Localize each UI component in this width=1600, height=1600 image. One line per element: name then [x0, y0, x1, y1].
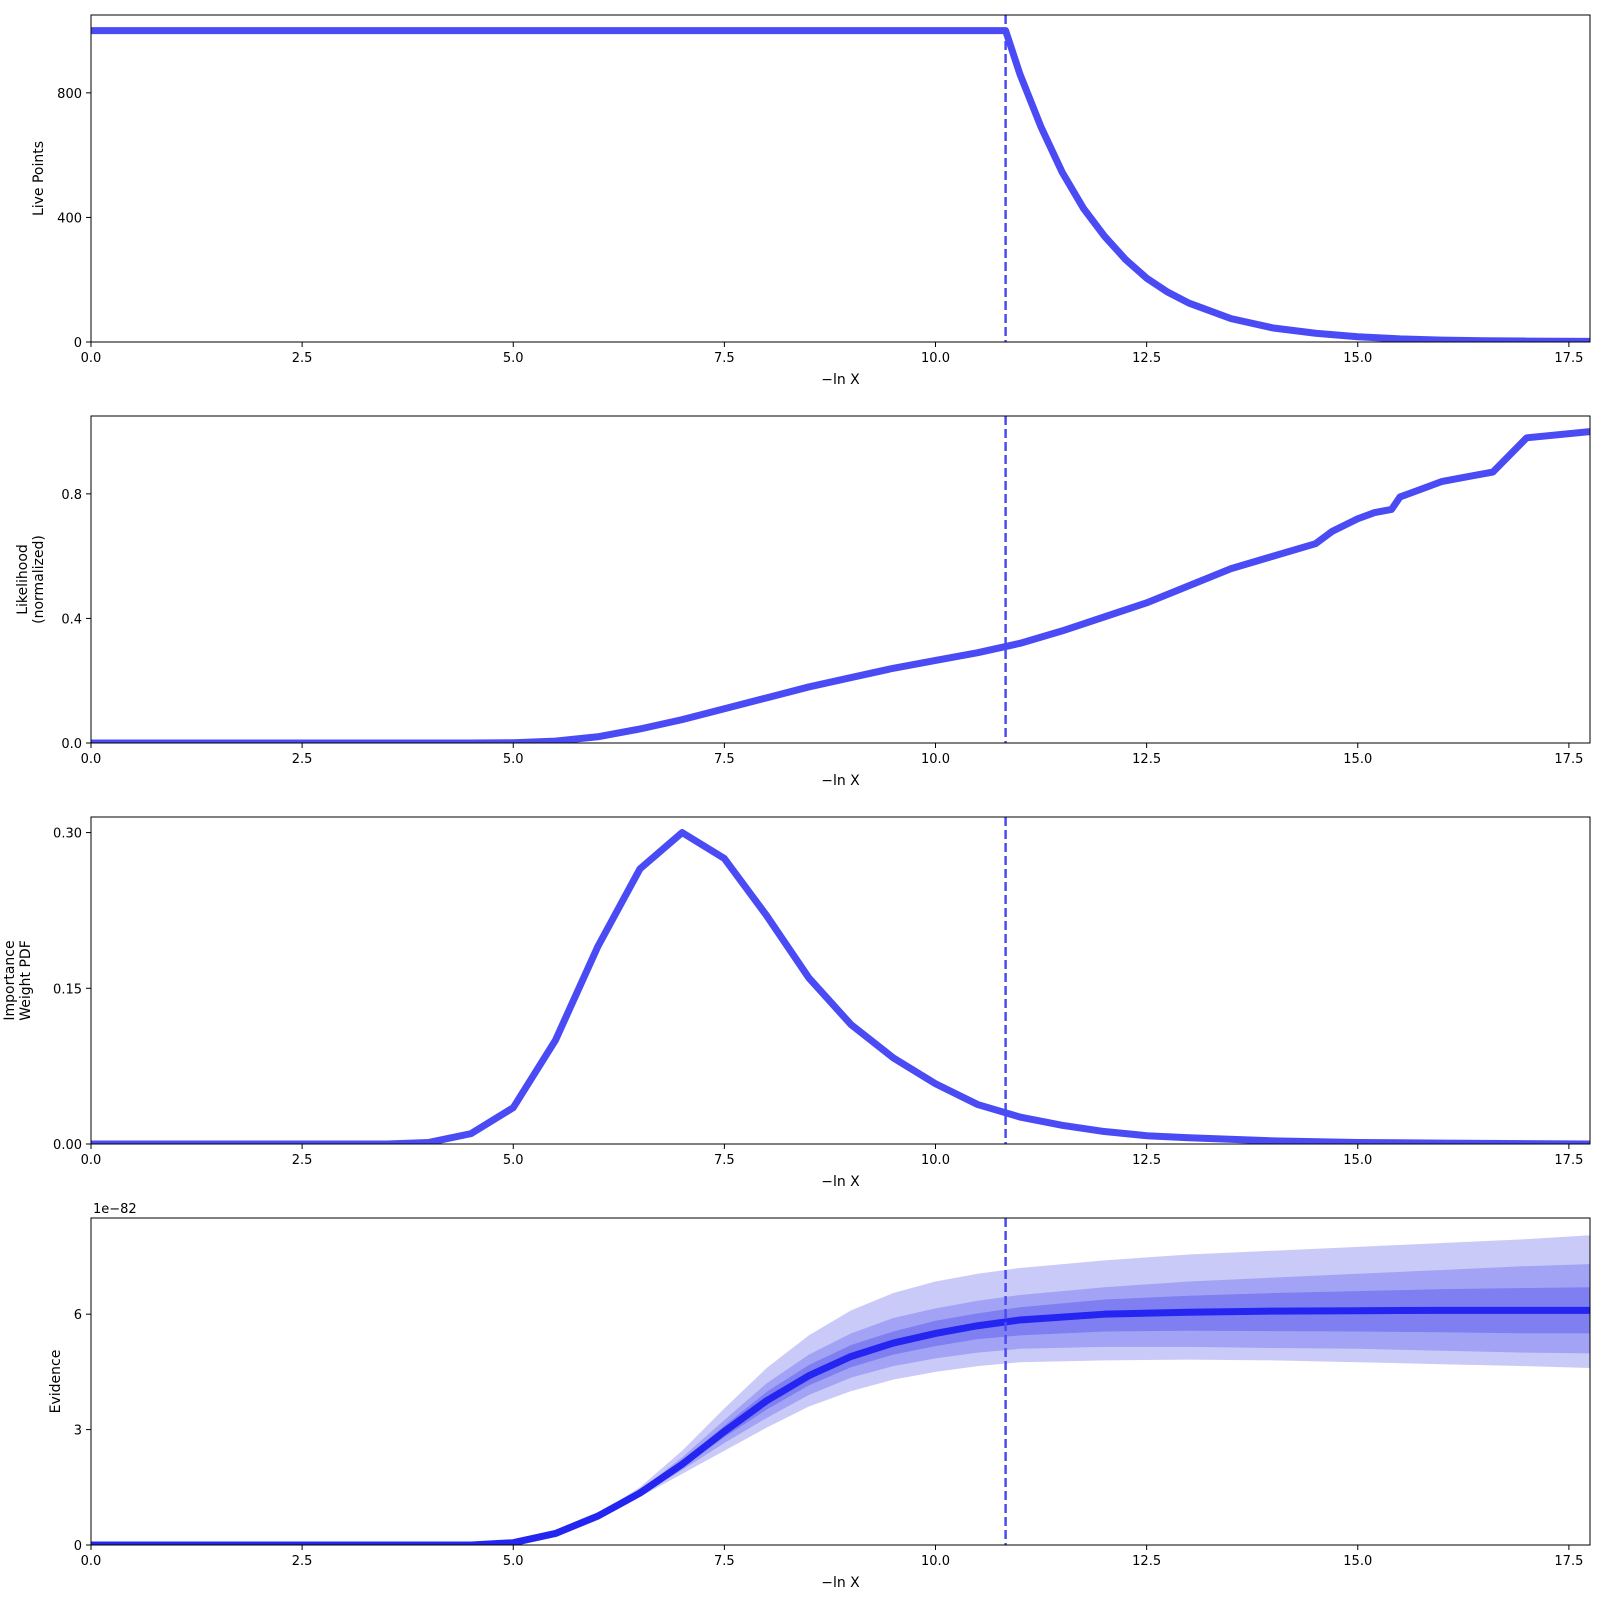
y-tick-label: 0.4 [61, 612, 82, 627]
x-axis-label: −ln X [821, 1174, 860, 1190]
plot-area [91, 1218, 1590, 1545]
uncertainty-band-2sigma [91, 1264, 1590, 1545]
evidence-median-line [91, 1306, 1590, 1545]
panel-2: 0.0 2.5 5.0 7.5 10.0 12.5 15.0 17.5 0.0 0.4 0.8 −ln… [15, 415, 1591, 789]
y-tick-label: 0.0 [61, 737, 82, 752]
axes-frame [90, 14, 1591, 343]
x-tick-label: 2.5 [292, 1554, 313, 1569]
x-axis-label: −ln X [821, 1575, 860, 1591]
y-tick-label: 0.30 [53, 827, 82, 842]
y-offset-label: 1e−82 [93, 1202, 137, 1217]
axes-frame [90, 415, 1591, 744]
x-tick-label: 7.5 [714, 1153, 735, 1168]
x-tick-label: 2.5 [292, 752, 313, 767]
y-tick-label: 6 [74, 1308, 82, 1323]
x-tick-label: 12.5 [1132, 1554, 1161, 1569]
x-tick-label: 5.0 [503, 1554, 524, 1569]
y-tick-label: 3 [74, 1424, 82, 1439]
y-tick-label: 400 [57, 211, 82, 226]
y-axis-label: Likelihood(normalized) [15, 535, 47, 624]
x-tick-label: 5.0 [503, 1153, 524, 1168]
x-tick-label: 15.0 [1343, 1554, 1372, 1569]
plot-area [91, 416, 1590, 743]
x-tick-label: 5.0 [503, 351, 524, 366]
x-tick-label: 7.5 [714, 1554, 735, 1569]
x-tick-label: 0.0 [81, 752, 102, 767]
x-tick-label: 2.5 [292, 1153, 313, 1168]
x-tick-label: 15.0 [1343, 1153, 1372, 1168]
x-tick-label: 10.0 [921, 752, 950, 767]
x-tick-label: 12.5 [1132, 1153, 1161, 1168]
panel-3: 0.0 2.5 5.0 7.5 10.0 12.5 15.0 17.5 0.00 0.15 0.30… [2, 816, 1591, 1190]
y-axis-label: Live Points [31, 141, 47, 216]
x-tick-label: 0.0 [81, 1153, 102, 1168]
x-tick-label: 0.0 [81, 1554, 102, 1569]
x-tick-label: 15.0 [1343, 351, 1372, 366]
series-line-1 [91, 27, 1590, 342]
y-tick-label: 0 [74, 1539, 82, 1554]
x-tick-label: 17.5 [1554, 1153, 1583, 1168]
y-tick-label: 0.00 [53, 1138, 82, 1153]
x-tick-label: 17.5 [1554, 752, 1583, 767]
series-line-1 [91, 829, 1590, 1144]
y-tick-label: 0 [74, 336, 82, 351]
x-tick-label: 10.0 [921, 351, 950, 366]
plot-area [91, 15, 1590, 342]
x-axis-label: −ln X [821, 372, 860, 388]
y-axis-label: Evidence [48, 1350, 64, 1414]
plot-area [91, 817, 1590, 1144]
axes-frame [90, 1217, 1591, 1546]
series-line-1 [91, 428, 1590, 743]
x-tick-label: 10.0 [921, 1554, 950, 1569]
x-tick-label: 10.0 [921, 1153, 950, 1168]
y-axis-label: ImportanceWeight PDF [2, 940, 34, 1021]
x-tick-label: 5.0 [503, 752, 524, 767]
x-tick-label: 12.5 [1132, 351, 1161, 366]
panel-1: 0.0 2.5 5.0 7.5 10.0 12.5 15.0 17.5 0 400 800 −ln X… [31, 14, 1591, 388]
x-tick-label: 12.5 [1132, 752, 1161, 767]
x-tick-label: 7.5 [714, 752, 735, 767]
x-tick-label: 17.5 [1554, 1554, 1583, 1569]
y-tick-label: 800 [57, 87, 82, 102]
y-tick-label: 0.15 [53, 982, 82, 997]
x-axis-label: −ln X [821, 773, 860, 789]
x-tick-label: 7.5 [714, 351, 735, 366]
y-tick-label: 0.8 [61, 488, 82, 503]
axes-frame [90, 816, 1591, 1145]
x-tick-label: 15.0 [1343, 752, 1372, 767]
x-tick-label: 17.5 [1554, 351, 1583, 366]
panel-4: 0.0 2.5 5.0 7.5 10.0 12.5 15.0 17.5 0 3 6 −ln X Evid… [48, 1202, 1591, 1591]
x-tick-label: 0.0 [81, 351, 102, 366]
x-tick-label: 2.5 [292, 351, 313, 366]
